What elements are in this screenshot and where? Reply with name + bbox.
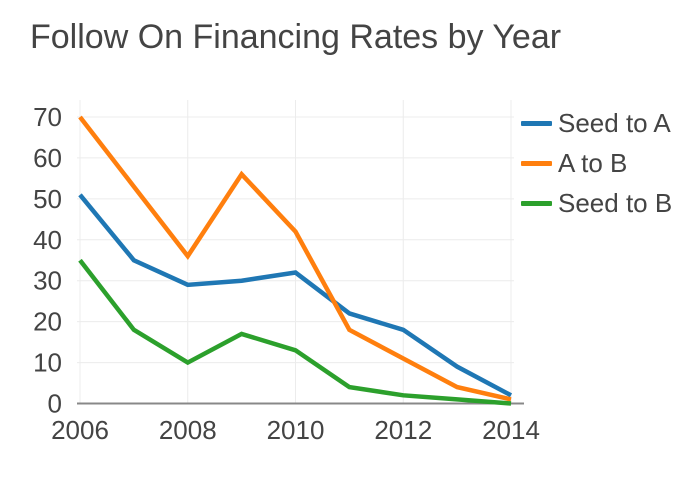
y-tick-label: 10: [33, 348, 62, 378]
legend-label-a-to-b: A to B: [558, 147, 628, 178]
x-tick-label: 2010: [267, 415, 325, 445]
series-line-seed-to-b: [78, 258, 512, 406]
y-tick-label: 30: [33, 266, 62, 296]
legend-item-seed-to-a[interactable]: Seed to A: [521, 103, 672, 143]
y-tick-label: 50: [33, 184, 62, 214]
y-tick-label: 0: [48, 389, 62, 419]
y-tick-label: 60: [33, 143, 62, 173]
legend-label-seed-to-a: Seed to A: [558, 107, 671, 138]
chart-title: Follow On Financing Rates by Year: [30, 18, 562, 56]
legend-item-a-to-b[interactable]: A to B: [521, 143, 672, 183]
y-tick-label: 20: [33, 307, 62, 337]
legend-swatch-a-to-b: [521, 160, 552, 166]
x-tick-label: 2012: [374, 415, 432, 445]
x-tick-label: 2008: [159, 415, 217, 445]
y-tick-label: 70: [33, 102, 62, 132]
x-tick-label: 2014: [482, 415, 540, 445]
series-line-a-to-b: [78, 115, 512, 402]
legend: Seed to A A to B Seed to B: [521, 103, 672, 223]
legend-label-seed-to-b: Seed to B: [558, 187, 673, 218]
axis-labels-layer: 2006 2008 2010 2012 2014 0 10 20 30 40 50 60 70: [33, 102, 540, 445]
x-tick-label: 2006: [51, 415, 109, 445]
legend-swatch-seed-to-a: [521, 120, 552, 126]
series-layer: [78, 115, 513, 406]
y-tick-label: 40: [33, 225, 62, 255]
legend-swatch-seed-to-b: [521, 200, 552, 206]
grid-layer: [77, 100, 524, 405]
series-line-seed-to-a: [78, 193, 513, 398]
legend-item-seed-to-b[interactable]: Seed to B: [521, 183, 672, 223]
